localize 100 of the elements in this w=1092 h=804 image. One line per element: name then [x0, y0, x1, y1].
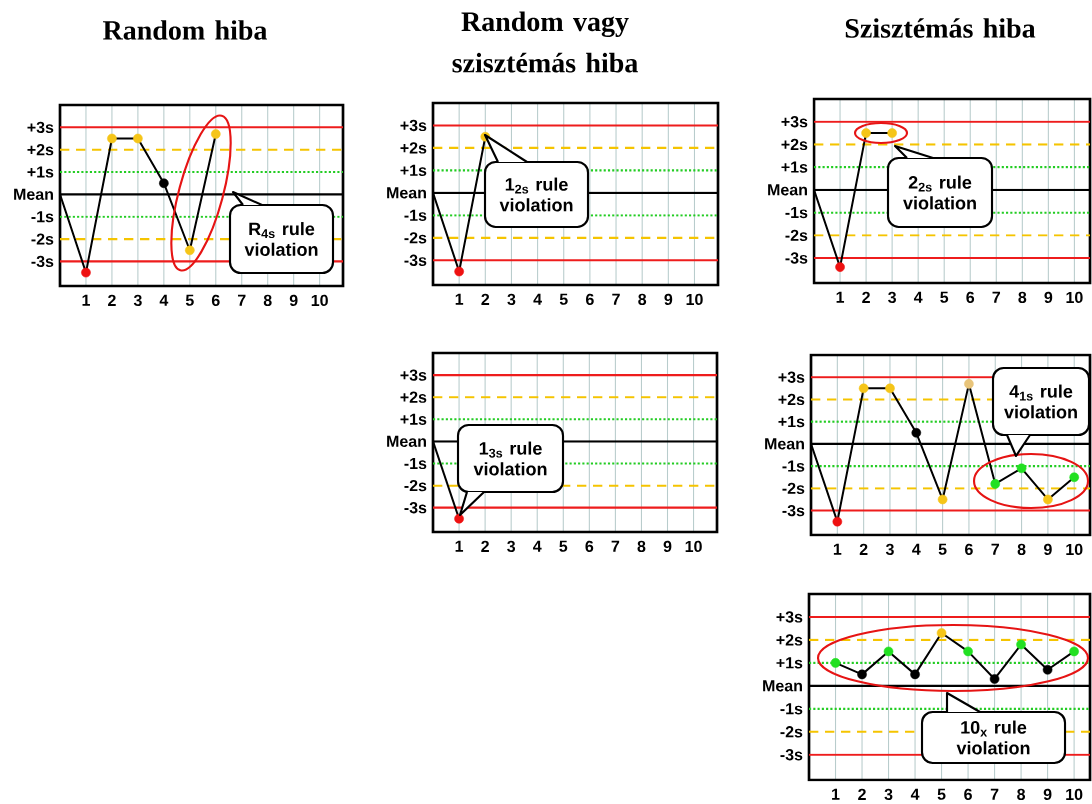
- x-tick-label: 8: [1017, 788, 1026, 801]
- x-tick-label: 10: [685, 540, 702, 553]
- annotation: 1$_{2s}$ rule violation: [499, 177, 573, 212]
- x-tick-label: 1: [455, 293, 464, 305]
- x-tick-label: 9: [289, 294, 298, 307]
- x-tick-label: 9: [1043, 788, 1052, 801]
- y-tick-label: +1s: [781, 161, 808, 173]
- x-tick-label: 6: [965, 543, 973, 556]
- x-tick-label: 3: [888, 291, 896, 304]
- x-tick-label: 3: [885, 543, 894, 556]
- y-tick-label: +3s: [776, 611, 803, 623]
- y-tick-label: -2s: [404, 479, 427, 492]
- y-tick-label: -3s: [31, 255, 54, 268]
- y-tick-label: -3s: [780, 749, 803, 761]
- x-tick-label: 5: [185, 294, 194, 306]
- y-tick-label: -3s: [404, 254, 427, 266]
- x-tick-label: 9: [1044, 543, 1052, 556]
- y-tick-label: -3s: [404, 502, 427, 514]
- x-tick-label: 6: [585, 540, 594, 553]
- x-tick-label: 5: [940, 291, 949, 303]
- y-tick-label: +1s: [778, 416, 805, 428]
- y-tick-label: -1s: [404, 209, 427, 221]
- x-tick-label: 4: [913, 291, 923, 303]
- y-tick-label: Mean: [763, 680, 802, 692]
- y-tick-label: +2s: [400, 142, 427, 154]
- annotation: R$_{4s}$ rule violation: [244, 222, 318, 256]
- y-tick-label: Mean: [768, 184, 807, 196]
- x-tick-label: 2: [859, 543, 868, 555]
- x-tick-label: 2: [481, 293, 490, 305]
- x-tick-label: 5: [937, 788, 946, 800]
- x-tick-label: 10: [1066, 543, 1083, 556]
- x-tick-label: 1: [455, 540, 464, 552]
- x-tick-label: 9: [663, 540, 672, 553]
- annotation: 4$_{1s}$ rule violation: [1004, 384, 1077, 419]
- x-tick-label: 3: [507, 540, 516, 553]
- y-tick-label: -3s: [782, 504, 805, 517]
- x-tick-label: 5: [559, 540, 568, 552]
- chart-title: Random vagy szisztémás hiba: [452, 11, 638, 73]
- y-tick-label: -1s: [31, 211, 54, 223]
- y-tick-label: +2s: [776, 634, 803, 646]
- x-tick-label: 8: [1017, 543, 1026, 556]
- y-tick-label: +1s: [400, 164, 427, 176]
- x-tick-label: 2: [858, 788, 866, 800]
- x-tick-label: 2: [108, 294, 116, 306]
- x-tick-label: 2: [481, 540, 489, 552]
- y-tick-label: +3s: [400, 119, 427, 132]
- x-tick-label: 3: [884, 788, 893, 801]
- x-tick-label: 5: [559, 293, 568, 305]
- x-tick-label: 9: [1044, 291, 1053, 304]
- x-tick-label: 1: [833, 543, 842, 555]
- y-tick-label: -1s: [782, 460, 805, 472]
- y-tick-label: -1s: [404, 457, 427, 470]
- y-tick-label: Mean: [387, 187, 426, 199]
- x-tick-label: 4: [533, 540, 542, 552]
- x-tick-label: 4: [159, 294, 169, 306]
- y-tick-label: -1s: [785, 207, 808, 219]
- y-tick-label: +3s: [781, 116, 808, 128]
- y-tick-label: -3s: [785, 252, 808, 264]
- x-tick-label: 1: [82, 294, 90, 306]
- x-tick-label: 10: [686, 293, 703, 306]
- y-tick-label: +1s: [27, 166, 54, 178]
- annotation: 10$_{x}$ rule violation: [956, 720, 1030, 755]
- y-tick-label: Mean: [387, 435, 426, 447]
- x-tick-label: 10: [1066, 291, 1083, 304]
- y-tick-label: -2s: [780, 726, 803, 738]
- x-tick-label: 7: [611, 540, 620, 552]
- x-tick-label: 6: [211, 294, 220, 307]
- x-tick-label: 7: [612, 293, 620, 305]
- chart-title: Szisztémás hiba: [845, 18, 1036, 38]
- x-tick-label: 9: [664, 293, 673, 306]
- x-tick-label: 8: [638, 293, 647, 306]
- x-tick-label: 6: [586, 293, 594, 306]
- x-tick-label: 7: [990, 788, 999, 800]
- y-tick-label: Mean: [765, 438, 804, 450]
- y-tick-label: +3s: [400, 369, 427, 381]
- x-tick-label: 7: [991, 543, 999, 555]
- x-tick-label: 6: [964, 788, 972, 801]
- x-tick-label: 10: [1066, 788, 1083, 801]
- x-tick-label: 3: [507, 293, 516, 306]
- y-tick-label: Mean: [14, 188, 53, 200]
- x-tick-label: 5: [938, 543, 947, 555]
- x-tick-label: 8: [1018, 291, 1027, 304]
- x-tick-label: 4: [533, 293, 542, 305]
- y-tick-label: +2s: [778, 393, 805, 406]
- y-tick-label: -2s: [404, 232, 427, 244]
- y-tick-label: -2s: [31, 233, 54, 245]
- y-tick-label: +1s: [776, 657, 803, 669]
- y-tick-label: +1s: [400, 413, 427, 425]
- annotation: 1$_{3s}$ rule violation: [473, 441, 547, 476]
- x-tick-label: 1: [836, 291, 845, 303]
- x-tick-label: 6: [966, 291, 975, 304]
- y-tick-label: -2s: [785, 229, 808, 241]
- x-tick-label: 3: [133, 294, 142, 307]
- x-tick-label: 4: [910, 788, 920, 800]
- y-tick-label: +3s: [778, 371, 805, 383]
- x-tick-label: 2: [862, 291, 870, 303]
- y-tick-label: -1s: [780, 703, 803, 715]
- annotation: 2$_{2s}$ rule violation: [903, 175, 976, 210]
- y-tick-label: +2s: [400, 391, 427, 403]
- x-tick-label: 1: [832, 788, 840, 800]
